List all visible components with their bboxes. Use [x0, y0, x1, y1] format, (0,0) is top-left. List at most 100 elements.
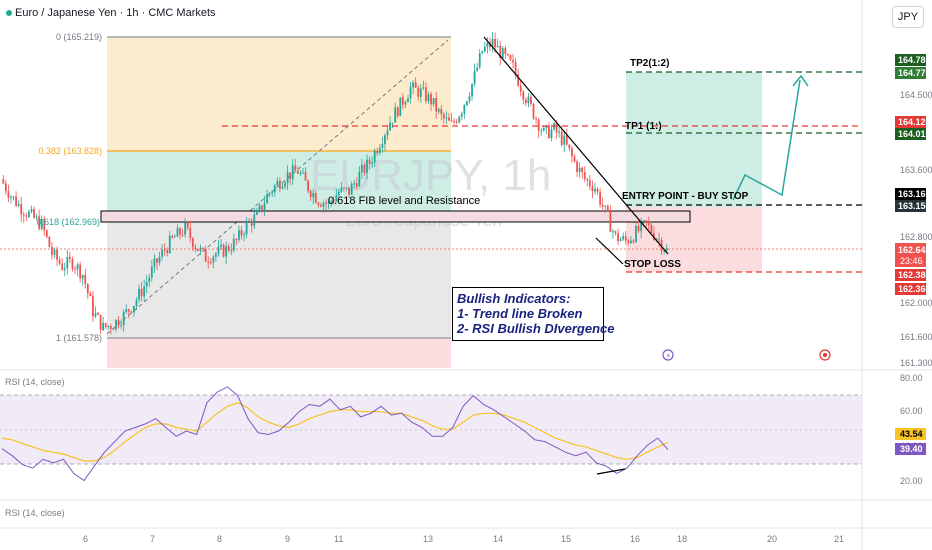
candle-body [112, 328, 115, 330]
tag-162642: 162.642 [898, 245, 931, 255]
candle-body [214, 253, 217, 257]
symbol-title[interactable]: Euro / Japanese Yen · 1h · CMC Markets [6, 7, 216, 19]
candle-body [604, 205, 607, 207]
candle-body [45, 230, 48, 237]
candle-body [143, 286, 146, 297]
candle-body [243, 234, 245, 236]
rsi-band [0, 395, 862, 464]
rsi-value: 39.40 [900, 444, 923, 454]
candle-body [284, 183, 286, 187]
candle-body [120, 324, 123, 326]
candle-body [386, 130, 389, 136]
candle-body [268, 193, 271, 195]
candle-body [450, 120, 453, 122]
candle-body [425, 87, 427, 102]
candle-body [320, 205, 322, 207]
candle-body [417, 87, 420, 97]
candle-body [381, 144, 384, 149]
candle-body [197, 248, 199, 251]
candle-body [576, 161, 578, 173]
candle-body [302, 172, 304, 174]
candle-body [317, 202, 320, 206]
candle-body [663, 250, 666, 252]
candle-body [33, 209, 35, 218]
candle-body [645, 220, 648, 222]
candle-body [225, 246, 228, 257]
candle-body [463, 105, 466, 114]
candle-body [650, 225, 653, 234]
candle-body [460, 113, 463, 117]
candle-body [130, 311, 133, 313]
candle-body [10, 196, 12, 198]
candle-body [642, 220, 645, 222]
y-tick: 162.000 [900, 298, 932, 308]
candle-body [104, 322, 107, 327]
candle-body [227, 246, 230, 251]
candle-body [401, 97, 404, 105]
x-tick: 14 [493, 534, 503, 544]
candle-body [384, 135, 386, 145]
tp1-label: TP1 (1:) [625, 121, 662, 132]
candle-body [514, 62, 517, 75]
candle-body [238, 230, 240, 240]
candle-body [560, 131, 563, 145]
candle-body [86, 284, 89, 294]
candle-body [117, 319, 120, 326]
y-tick: 163.600 [900, 165, 932, 175]
candle-body [504, 47, 507, 54]
tag-163156: 163.156 [898, 201, 931, 211]
x-tick: 20 [767, 534, 777, 544]
candle-body [212, 256, 215, 263]
candle-body [271, 192, 274, 194]
candle-body [601, 204, 604, 207]
candle-body [591, 186, 594, 192]
candle-body [107, 326, 110, 328]
candle-body [240, 230, 243, 236]
x-tick: 11 [334, 534, 343, 544]
candle-body [66, 256, 69, 269]
tag-162360: 162.360 [898, 284, 931, 294]
candle-body [363, 164, 366, 173]
candle-body [309, 191, 312, 198]
bullish-indicators-box: Bullish Indicators: 1- Trend line Broken… [452, 287, 615, 341]
svg-text:60.00: 60.00 [900, 406, 923, 416]
candle-body [276, 180, 279, 186]
candle-body [558, 131, 561, 133]
candle-body [660, 240, 663, 251]
candle-body [133, 306, 135, 313]
rsi-ma-value: 43.54 [900, 429, 923, 439]
candle-body [635, 225, 637, 242]
candle-body [453, 121, 456, 123]
candle-body [135, 299, 138, 307]
fib-resistance-label: 0.618 FIB level and Resistance [328, 195, 480, 207]
candle-body [545, 125, 548, 129]
candle-body [289, 172, 292, 179]
candle-body [174, 236, 176, 238]
candle-body [486, 42, 489, 47]
candle-body [253, 214, 256, 226]
candle-body [56, 249, 58, 260]
candle-body [396, 107, 399, 117]
candle-body [179, 228, 181, 235]
x-tick: 6 [83, 534, 88, 544]
candle-body [286, 172, 289, 184]
candle-body [481, 51, 484, 54]
candle-body [122, 311, 125, 325]
candle-body [314, 193, 317, 203]
candle-body [299, 173, 302, 175]
candle-body [573, 156, 576, 162]
candle-body [209, 262, 212, 264]
candle-body [204, 248, 207, 262]
candle-body [322, 203, 325, 207]
status-dot-icon [6, 10, 12, 17]
candle-body [186, 222, 189, 228]
candle-body [366, 159, 368, 173]
currency-button[interactable]: JPY [892, 6, 924, 28]
candles [2, 32, 668, 335]
candle-body [550, 129, 553, 138]
bullish-title: Bullish Indicators: [457, 291, 571, 306]
lightning-glyph: ⚡ [666, 352, 672, 361]
candle-body [599, 191, 602, 205]
candle-body [312, 193, 315, 198]
